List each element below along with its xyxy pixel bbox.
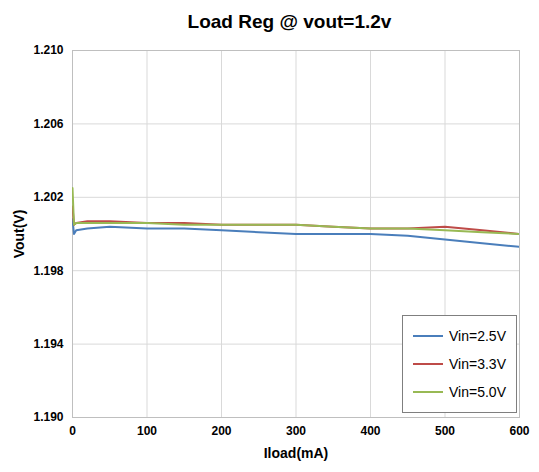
- svg-text:0: 0: [69, 424, 76, 438]
- svg-text:600: 600: [509, 424, 529, 438]
- svg-text:1.198: 1.198: [33, 264, 63, 278]
- html-text:Vin=2.5V: Vin=2.5V: [449, 328, 506, 344]
- svg-text:1.206: 1.206: [33, 117, 63, 131]
- svg-text:1.202: 1.202: [33, 190, 63, 204]
- html-text:Load Reg @ vout=1.2v: Load Reg @ vout=1.2v: [187, 11, 392, 32]
- svg-text:1.190: 1.190: [33, 410, 63, 424]
- svg-text:Vout(V): Vout(V): [11, 210, 27, 259]
- svg-text:300: 300: [286, 424, 306, 438]
- html-text:Vin=5.0V: Vin=5.0V: [449, 384, 506, 400]
- svg-text:400: 400: [360, 424, 380, 438]
- svg-text:1.210: 1.210: [33, 43, 63, 57]
- svg-text:100: 100: [137, 424, 157, 438]
- svg-text:1.194: 1.194: [33, 337, 63, 351]
- svg-text:500: 500: [435, 424, 455, 438]
- html-text:Vin=3.3V: Vin=3.3V: [449, 356, 506, 372]
- svg-text:200: 200: [211, 424, 231, 438]
- svg-text:Iload(mA): Iload(mA): [264, 445, 329, 461]
